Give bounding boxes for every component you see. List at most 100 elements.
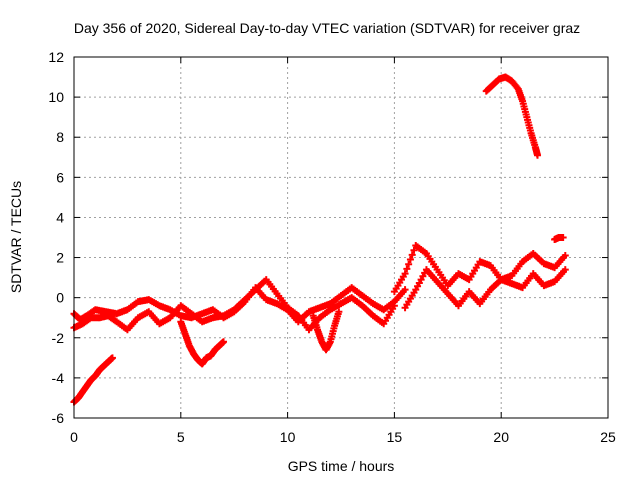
data-point: [390, 288, 407, 306]
series-arc-early-low: [70, 354, 116, 406]
data-point: [390, 302, 398, 310]
data-point: [401, 289, 418, 312]
data-point: [348, 284, 365, 298]
data-point: [108, 354, 116, 362]
series-band-late-low: [401, 266, 569, 312]
y-axis-label: SDTVAR / TECUs: [8, 181, 24, 293]
data-point: [489, 76, 502, 89]
data-point: [262, 276, 279, 295]
data-point: [561, 252, 569, 260]
data-point: [465, 261, 482, 284]
data-point: [561, 266, 569, 274]
data-point: [454, 290, 471, 310]
data-point: [145, 296, 162, 309]
chart-title: Day 356 of 2020, Sidereal Day-to-day VTE…: [74, 20, 580, 36]
data-point: [412, 269, 429, 294]
data-point: [519, 97, 530, 118]
data-point: [454, 270, 471, 283]
data-point: [529, 270, 546, 288]
data-point: [348, 294, 365, 308]
y-tick-label: 12: [48, 49, 64, 65]
data-point: [514, 85, 526, 103]
data-point: [444, 290, 461, 308]
data-point: [487, 262, 503, 281]
data-point: [444, 272, 461, 290]
data-point: [104, 312, 119, 325]
y-tick-label: 0: [56, 290, 64, 306]
data-marks: [70, 73, 569, 406]
data-point: [422, 266, 439, 284]
data-point: [465, 288, 482, 306]
y-tick-label: -6: [52, 410, 65, 426]
x-tick-label: 15: [387, 429, 403, 445]
data-point: [401, 286, 409, 294]
data-point: [519, 272, 535, 292]
data-point: [337, 285, 354, 300]
series-dip-near-12h: [309, 308, 343, 354]
data-point: [412, 242, 429, 256]
data-point: [220, 307, 236, 320]
data-point: [326, 324, 338, 346]
y-tick-label: 10: [48, 89, 64, 105]
data-point: [390, 273, 407, 296]
data-point: [79, 315, 94, 328]
data-point: [284, 304, 300, 318]
data-point: [551, 268, 567, 286]
data-point: [482, 82, 496, 95]
data-point: [177, 302, 194, 316]
x-tick-label: 10: [280, 429, 296, 445]
series-band-b: [70, 276, 398, 334]
data-point: [326, 301, 343, 314]
data-point: [508, 260, 525, 280]
data-point: [294, 312, 311, 331]
x-tick-label: 25: [600, 429, 616, 445]
data-point: [433, 266, 450, 287]
data-point: [134, 309, 151, 322]
data-point: [422, 250, 439, 271]
data-point: [487, 277, 503, 294]
data-point: [380, 305, 397, 328]
y-tick-label: 4: [56, 209, 64, 225]
data-point: [433, 278, 450, 296]
data-point: [252, 277, 268, 294]
data-point: [123, 299, 140, 314]
data-point: [241, 287, 258, 304]
plot-frame: [73, 56, 609, 419]
data-point: [337, 295, 354, 308]
data-point: [380, 299, 397, 314]
data-point: [187, 310, 204, 324]
data-point: [559, 234, 567, 241]
data-point: [273, 290, 290, 309]
data-point: [523, 113, 534, 135]
data-point: [551, 254, 567, 272]
y-tick-label: -4: [52, 370, 65, 386]
data-point: [519, 251, 535, 266]
data-point: [508, 77, 521, 92]
y-tick-label: 2: [56, 250, 64, 266]
x-axis-label: GPS time / hours: [288, 458, 395, 474]
data-point: [113, 318, 130, 332]
x-tick-label: 20: [493, 429, 509, 445]
axis-ticks: 0 5 10 15 20 25 -6 -4 -2 0 2 4 6 8 10 12: [48, 49, 616, 445]
data-point: [331, 310, 342, 330]
data-point: [335, 308, 343, 316]
data-point: [326, 293, 343, 308]
data-point: [316, 307, 333, 322]
data-point: [123, 316, 140, 334]
series-dip-near-6h: [177, 318, 228, 368]
data-point: [534, 151, 542, 159]
data-point: [166, 304, 183, 322]
y-tick-label: 6: [56, 169, 64, 185]
series-band-late: [390, 242, 569, 296]
data-point: [155, 315, 172, 328]
x-tick-label: 0: [70, 429, 78, 445]
data-point: [369, 300, 386, 313]
data-point: [401, 246, 418, 278]
data-point: [358, 302, 375, 318]
data-point: [358, 292, 375, 306]
data-point: [220, 338, 228, 346]
x-tick-label: 5: [177, 429, 185, 445]
series-end-segment: [551, 234, 567, 244]
